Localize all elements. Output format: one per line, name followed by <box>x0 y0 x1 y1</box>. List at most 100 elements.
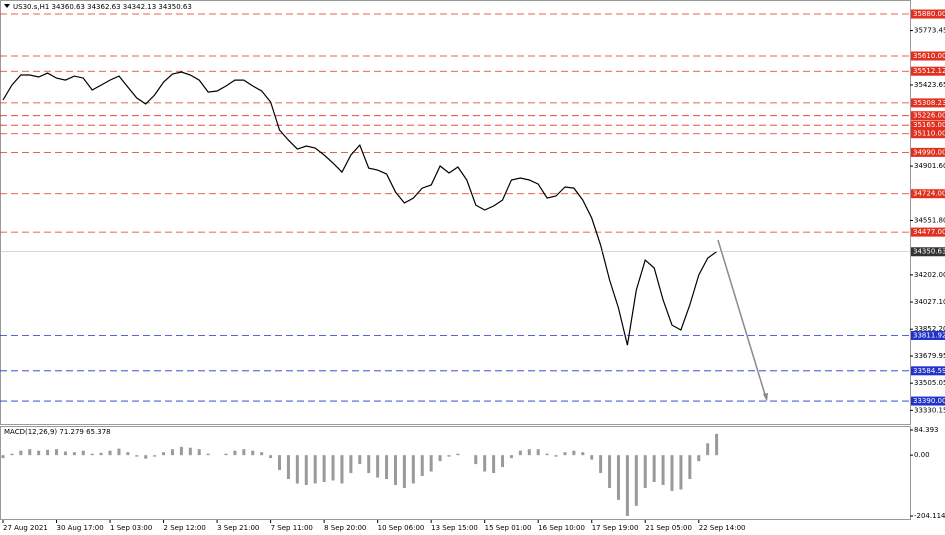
level-tag <box>911 98 945 108</box>
macd-bar <box>608 455 612 488</box>
x-tick-label: 15 Sep 01:00 <box>485 524 532 532</box>
macd-bar <box>72 452 76 456</box>
macd-bar <box>385 455 389 480</box>
macd-bar <box>697 455 701 462</box>
level-label: 34724.00 <box>913 190 945 198</box>
x-tick-label: 3 Sep 21:00 <box>217 524 259 532</box>
macd-bar <box>278 455 282 471</box>
x-tick-label: 30 Aug 17:00 <box>57 524 104 532</box>
chart-title: US30.s,H1 34360.63 34362.63 34342.13 343… <box>13 3 192 11</box>
macd-bar <box>286 455 290 480</box>
macd-bar <box>331 455 335 481</box>
level-label: 35308.23 <box>913 99 945 107</box>
y-tick-label: 34551.80 <box>914 216 945 224</box>
level-tag <box>911 366 945 376</box>
macd-bar <box>376 455 380 478</box>
macd-bar <box>37 450 41 456</box>
macd-bar <box>28 449 32 456</box>
macd-bar <box>117 448 121 456</box>
arrow-head <box>763 393 768 402</box>
level-tag <box>911 147 945 157</box>
macd-bar <box>63 451 67 456</box>
macd-bar <box>135 455 139 457</box>
macd-bar <box>224 453 228 456</box>
level-tag <box>911 120 945 130</box>
macd-bar <box>126 452 130 456</box>
macd-bar <box>581 452 585 456</box>
macd-bar <box>643 455 647 488</box>
macd-bar <box>456 453 460 456</box>
macd-bar <box>304 455 308 485</box>
macd-bar <box>99 452 103 456</box>
last-price-tag <box>911 247 945 257</box>
macd-bar <box>554 455 558 457</box>
macd-bar <box>483 455 487 472</box>
level-tag <box>911 51 945 61</box>
macd-bar <box>634 455 638 506</box>
x-tick-label: 21 Sep 05:00 <box>645 524 692 532</box>
y-tick-label: 33852.20 <box>914 325 945 333</box>
macd-pane <box>0 426 911 520</box>
macd-bar <box>715 433 719 456</box>
macd-bar <box>46 449 50 456</box>
level-tag <box>911 227 945 237</box>
macd-bar <box>652 455 656 482</box>
macd-bar <box>670 455 674 491</box>
macd-bar <box>367 455 371 474</box>
level-label: 35512.12 <box>913 67 945 75</box>
macd-bar <box>1 455 5 459</box>
level-label: 35165.00 <box>913 121 945 129</box>
last-price-label: 34350.63 <box>913 248 945 256</box>
level-tag <box>911 129 945 139</box>
macd-bar <box>438 455 442 462</box>
macd-bar <box>447 455 451 457</box>
level-tag <box>911 189 945 199</box>
macd-bar <box>144 455 148 459</box>
macd-bar <box>599 455 603 474</box>
macd-bar <box>313 455 317 484</box>
level-label: 33584.59 <box>913 367 945 375</box>
level-label: 35610.00 <box>913 52 945 60</box>
x-tick-label: 16 Sep 10:00 <box>538 524 585 532</box>
macd-bar <box>661 455 665 485</box>
macd-title: MACD(12,26,9) 71.279 65.378 <box>4 428 111 436</box>
macd-bar <box>206 453 210 456</box>
y-tick-label: 33505.05 <box>914 379 945 387</box>
level-label: 35110.00 <box>913 130 945 138</box>
collapse-icon[interactable] <box>4 4 10 8</box>
macd-bar <box>616 455 620 500</box>
level-label: 35226.00 <box>913 112 945 120</box>
macd-bar <box>393 455 397 485</box>
x-tick-label: 13 Sep 15:00 <box>431 524 478 532</box>
macd-bar <box>501 455 505 468</box>
macd-bar <box>509 455 513 459</box>
y-tick-label: 33679.95 <box>914 352 945 360</box>
y-tick-label: 35423.65 <box>914 81 945 89</box>
macd-bar <box>260 452 264 456</box>
level-tag <box>911 111 945 121</box>
y-tick-label: 34202.00 <box>914 271 945 279</box>
x-tick-label: 17 Sep 19:00 <box>592 524 639 532</box>
macd-bar <box>242 449 246 456</box>
price-line <box>2 71 717 346</box>
macd-bar <box>679 455 683 490</box>
macd-bar <box>411 455 415 484</box>
trend-arrow <box>717 239 767 399</box>
x-tick-label: 8 Sep 20:00 <box>324 524 366 532</box>
x-tick-label: 10 Sep 06:00 <box>378 524 425 532</box>
macd-bar <box>625 455 629 516</box>
macd-bar <box>536 449 540 456</box>
macd-bar <box>269 455 273 459</box>
macd-y-tick-label: 84.393 <box>914 426 939 434</box>
macd-bar <box>179 446 183 456</box>
main-pane <box>0 0 911 425</box>
macd-bar <box>322 455 326 482</box>
macd-bar <box>518 450 522 456</box>
macd-bar <box>10 453 14 456</box>
level-tag <box>911 396 945 406</box>
macd-bar <box>358 455 362 465</box>
macd-bar <box>251 450 255 456</box>
macd-bar <box>474 455 478 465</box>
